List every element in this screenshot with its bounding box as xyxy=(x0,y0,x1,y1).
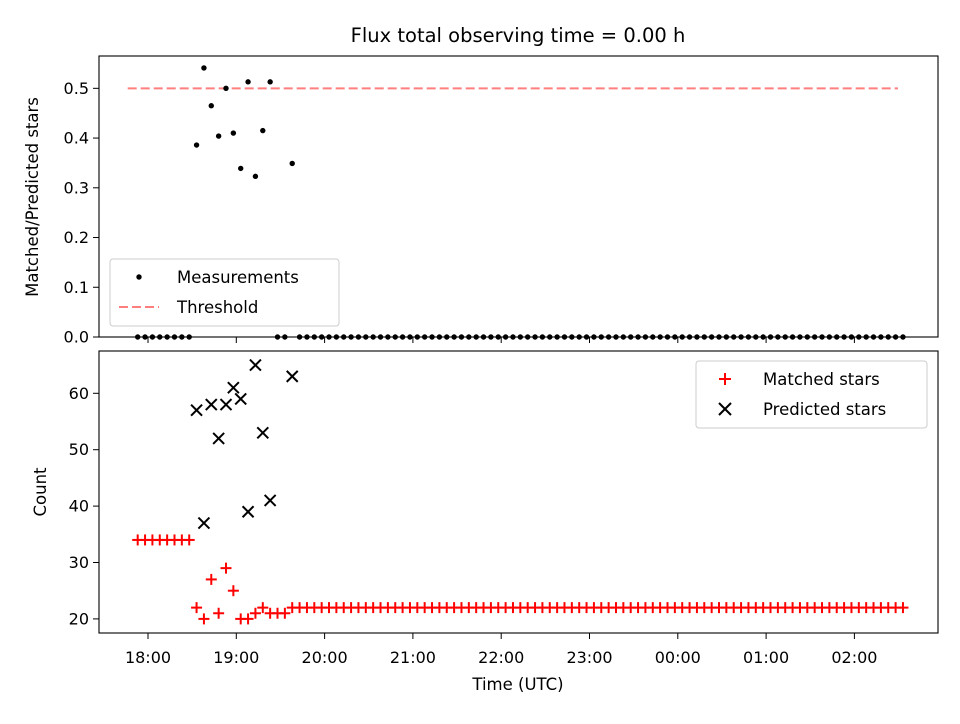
bottom-axes: 20 30 40 50 60 18:00 19:00 20:00 21:00 22:00 23:0… xyxy=(31,350,939,694)
bottom-legend: Matched stars Predicted stars xyxy=(695,360,928,429)
legend-marker-measurements xyxy=(136,274,142,280)
matched-star-point xyxy=(227,585,239,597)
top-y-axis-label: Matched/Predicted stars xyxy=(23,97,42,297)
measurement-point xyxy=(238,165,244,172)
legend-marker-predicted xyxy=(718,402,732,416)
measurement-point xyxy=(245,79,251,85)
top-y-tick-label: 0.5 xyxy=(64,79,89,98)
measurement-point xyxy=(201,65,207,71)
x-tick-label: 01:00 xyxy=(743,648,789,667)
top-y-tick-label: 0.4 xyxy=(64,129,89,148)
predicted-star-point xyxy=(190,404,203,417)
predicted-star-point xyxy=(263,494,277,507)
bottom-y-tick-label: 40 xyxy=(69,497,89,516)
x-tick-label: 23:00 xyxy=(566,648,612,667)
bottom-legend-frame xyxy=(695,360,928,429)
matched-stars-series xyxy=(132,534,909,625)
matched-star-point xyxy=(249,607,261,619)
measurement-point xyxy=(230,130,237,136)
legend-label-predicted: Predicted stars xyxy=(763,400,886,419)
legend-label-measurements: Measurements xyxy=(177,268,299,287)
top-y-tick-label: 0.3 xyxy=(64,178,89,197)
top-y-tick-label: 0.0 xyxy=(64,328,89,347)
x-tick-label: 20:00 xyxy=(302,648,348,667)
bottom-x-ticks: 18:00 19:00 20:00 21:00 22:00 23:00 00:00 01:00… xyxy=(125,633,877,667)
matched-star-point xyxy=(191,602,203,614)
predicted-star-point xyxy=(212,432,225,445)
x-tick-label: 21:00 xyxy=(390,648,436,667)
legend-label-matched: Matched stars xyxy=(763,370,880,389)
bottom-y-tick-label: 50 xyxy=(69,440,89,459)
measurement-point xyxy=(252,173,259,180)
top-axes-frame xyxy=(98,55,939,338)
matched-star-point xyxy=(242,613,254,625)
bottom-y-tick-label: 60 xyxy=(69,384,89,403)
top-y-ticks: 0.0 0.1 0.2 0.3 0.4 0.5 xyxy=(64,79,99,347)
bottom-y-tick-label: 20 xyxy=(69,609,89,628)
bottom-y-ticks: 20 30 40 50 60 xyxy=(69,384,99,628)
x-tick-label: 02:00 xyxy=(831,648,877,667)
predicted-star-point xyxy=(197,516,211,530)
predicted-star-point xyxy=(286,370,299,383)
bottom-axes-frame xyxy=(98,350,939,634)
predicted-star-point xyxy=(219,398,233,411)
chart-title: Flux total observing time = 0.00 h xyxy=(351,24,686,47)
measurement-point xyxy=(289,160,295,167)
measurement-point xyxy=(260,127,266,134)
top-x-ticks xyxy=(147,337,855,343)
matched-star-point xyxy=(213,607,225,619)
legend-label-threshold: Threshold xyxy=(176,298,258,317)
top-legend-frame xyxy=(109,258,340,327)
top-axes: 0.0 0.1 0.2 0.3 0.4 0.5 Matched/Predicted sta… xyxy=(23,55,939,347)
matched-star-point xyxy=(205,573,217,585)
predicted-star-point xyxy=(256,426,269,439)
top-y-tick-label: 0.1 xyxy=(64,278,89,297)
matched-star-point xyxy=(897,602,909,614)
measurement-point xyxy=(215,133,222,139)
predicted-star-point xyxy=(234,392,247,406)
x-tick-label: 22:00 xyxy=(478,648,524,667)
measurement-point xyxy=(193,142,200,148)
matched-star-point xyxy=(257,602,269,614)
predicted-star-point xyxy=(227,381,240,394)
measurement-point xyxy=(267,79,273,85)
top-legend: Measurements Threshold xyxy=(109,258,340,327)
predicted-star-point xyxy=(249,358,262,372)
predicted-star-point xyxy=(205,398,218,411)
x-tick-label: 00:00 xyxy=(655,648,701,667)
matched-star-point xyxy=(279,607,291,619)
predicted-star-point xyxy=(241,505,255,518)
bottom-y-axis-label: Count xyxy=(31,467,50,517)
bottom-y-tick-label: 30 xyxy=(69,553,89,572)
matched-star-point xyxy=(183,534,195,546)
x-tick-label: 19:00 xyxy=(213,648,259,667)
matched-star-point xyxy=(220,562,232,574)
measurement-point xyxy=(208,103,214,109)
matched-star-point xyxy=(198,613,210,625)
x-tick-label: 18:00 xyxy=(125,648,171,667)
top-y-tick-label: 0.2 xyxy=(64,228,89,247)
legend-marker-matched xyxy=(719,373,731,385)
measurement-point xyxy=(223,85,229,92)
predicted-stars-series xyxy=(190,358,299,530)
x-axis-label: Time (UTC) xyxy=(471,675,563,694)
